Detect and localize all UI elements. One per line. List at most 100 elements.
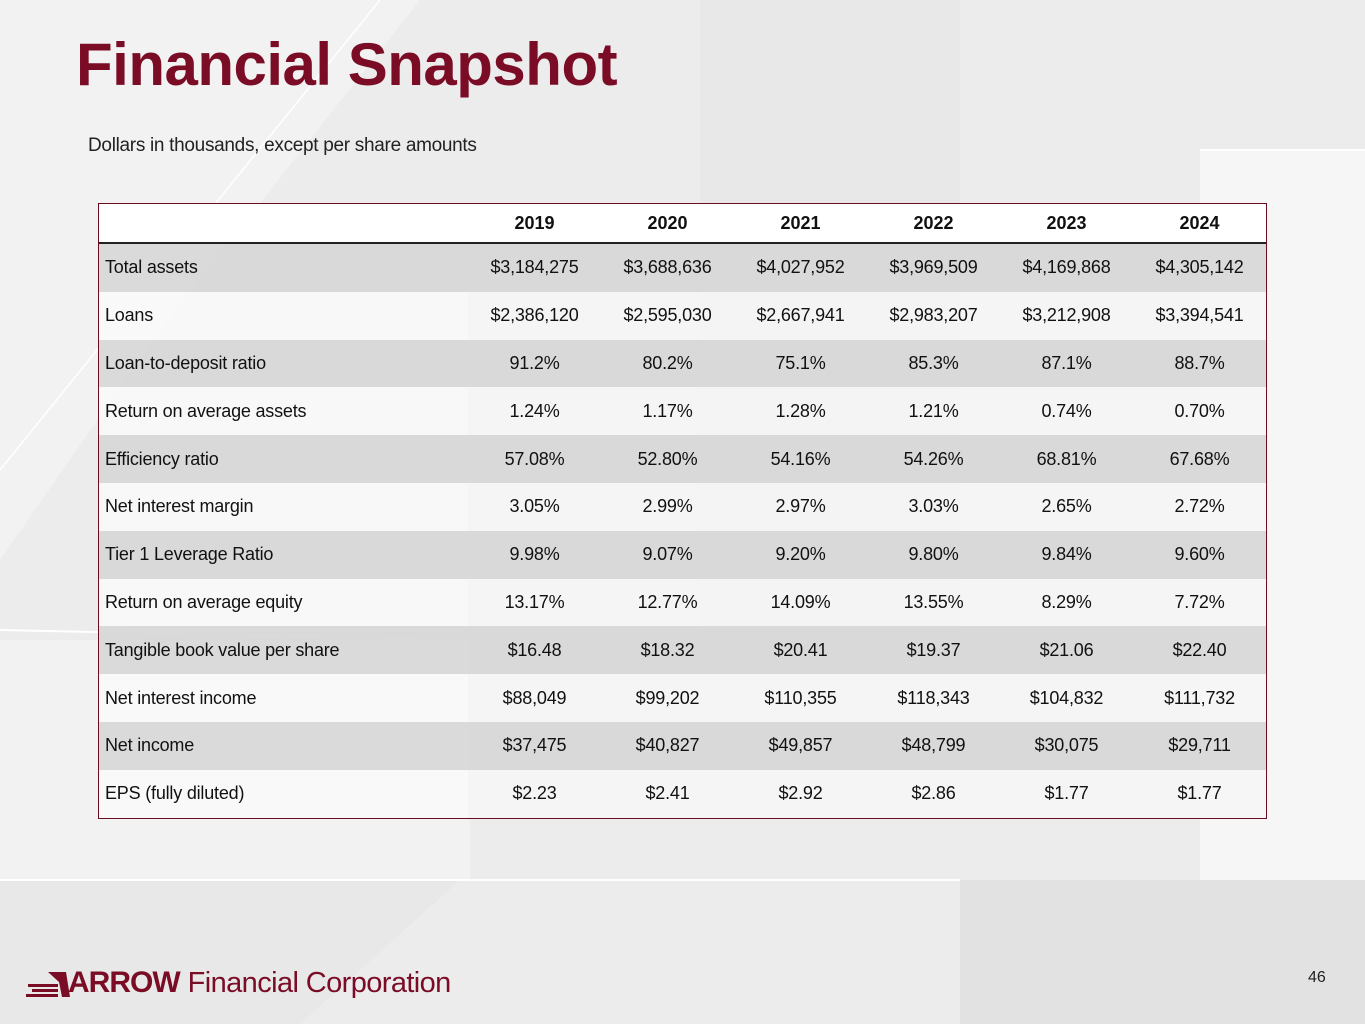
table-row: Tangible book value per share $16.48 $18… <box>99 626 1266 675</box>
table-cell: $30,075 <box>1000 721 1133 770</box>
table-cell: $4,305,142 <box>1133 243 1266 292</box>
table-cell: $4,169,868 <box>1000 243 1133 292</box>
table-cell: 88.7% <box>1133 339 1266 388</box>
table-row: Net interest margin 3.05% 2.99% 2.97% 3.… <box>99 482 1266 531</box>
header-year: 2023 <box>1000 204 1133 244</box>
table-row: EPS (fully diluted) $2.23 $2.41 $2.92 $2… <box>99 769 1266 818</box>
row-label: Loans <box>99 291 468 340</box>
table-cell: 13.17% <box>468 578 601 627</box>
company-logo: ARROW Financial Corporation <box>26 966 451 1000</box>
table-cell: 2.97% <box>734 482 867 531</box>
table-cell: 87.1% <box>1000 339 1133 388</box>
table-cell: $1.77 <box>1133 769 1266 818</box>
table-cell: $2,983,207 <box>867 291 1000 340</box>
table-cell: $99,202 <box>601 674 734 722</box>
table-header-row: 2019 2020 2021 2022 2023 2024 <box>99 204 1266 244</box>
table-cell: 12.77% <box>601 578 734 627</box>
table-cell: 85.3% <box>867 339 1000 388</box>
row-label: EPS (fully diluted) <box>99 769 468 818</box>
table-cell: 57.08% <box>468 435 601 483</box>
table-cell: 2.99% <box>601 482 734 531</box>
table-cell: 9.07% <box>601 530 734 579</box>
page-number: 46 <box>1308 969 1326 986</box>
table-cell: 75.1% <box>734 339 867 388</box>
table-cell: 3.03% <box>867 482 1000 531</box>
table-cell: $21.06 <box>1000 626 1133 675</box>
table-row: Loan-to-deposit ratio 91.2% 80.2% 75.1% … <box>99 339 1266 388</box>
header-year: 2019 <box>468 204 601 244</box>
table-cell: $19.37 <box>867 626 1000 675</box>
table-cell: $20.41 <box>734 626 867 675</box>
table-cell: 1.28% <box>734 387 867 436</box>
table-cell: $37,475 <box>468 721 601 770</box>
table-cell: $22.40 <box>1133 626 1266 675</box>
row-label: Net interest margin <box>99 482 468 531</box>
table-cell: $2,386,120 <box>468 291 601 340</box>
row-label: Total assets <box>99 243 468 292</box>
logo-brand-word: ARROW <box>68 966 181 999</box>
table-cell: $2.86 <box>867 769 1000 818</box>
table-cell: 54.16% <box>734 435 867 483</box>
header-year: 2020 <box>601 204 734 244</box>
table-cell: 54.26% <box>867 435 1000 483</box>
table-row: Tier 1 Leverage Ratio 9.98% 9.07% 9.20% … <box>99 530 1266 579</box>
header-blank <box>99 204 468 244</box>
table-cell: $3,969,509 <box>867 243 1000 292</box>
table-row: Return on average equity 13.17% 12.77% 1… <box>99 578 1266 627</box>
header-year: 2021 <box>734 204 867 244</box>
table-cell: $110,355 <box>734 674 867 722</box>
table-cell: 1.24% <box>468 387 601 436</box>
table-cell: $118,343 <box>867 674 1000 722</box>
table-cell: $49,857 <box>734 721 867 770</box>
row-label: Net income <box>99 721 468 770</box>
row-label: Return on average equity <box>99 578 468 627</box>
table-cell: $48,799 <box>867 721 1000 770</box>
table-cell: 1.21% <box>867 387 1000 436</box>
row-label: Return on average assets <box>99 387 468 436</box>
row-label: Tangible book value per share <box>99 626 468 675</box>
table-cell: 14.09% <box>734 578 867 627</box>
table-row: Return on average assets 1.24% 1.17% 1.2… <box>99 387 1266 436</box>
table-cell: $88,049 <box>468 674 601 722</box>
table-cell: 2.72% <box>1133 482 1266 531</box>
table-cell: $3,184,275 <box>468 243 601 292</box>
table-cell: $2.41 <box>601 769 734 818</box>
table-cell: $2,595,030 <box>601 291 734 340</box>
table-row: Efficiency ratio 57.08% 52.80% 54.16% 54… <box>99 435 1266 483</box>
table-cell: 9.60% <box>1133 530 1266 579</box>
table-cell: 68.81% <box>1000 435 1133 483</box>
table-cell: $40,827 <box>601 721 734 770</box>
table-cell: $3,688,636 <box>601 243 734 292</box>
table-cell: 52.80% <box>601 435 734 483</box>
financial-table: 2019 2020 2021 2022 2023 2024 Total asse… <box>98 203 1267 819</box>
table-cell: 9.98% <box>468 530 601 579</box>
header-year: 2022 <box>867 204 1000 244</box>
table-cell: 9.20% <box>734 530 867 579</box>
row-label: Tier 1 Leverage Ratio <box>99 530 468 579</box>
table-cell: $3,394,541 <box>1133 291 1266 340</box>
table-cell: 2.65% <box>1000 482 1133 531</box>
table-cell: $16.48 <box>468 626 601 675</box>
table-cell: $104,832 <box>1000 674 1133 722</box>
table-row: Loans $2,386,120 $2,595,030 $2,667,941 $… <box>99 291 1266 340</box>
row-label: Efficiency ratio <box>99 435 468 483</box>
table-row: Total assets $3,184,275 $3,688,636 $4,02… <box>99 243 1266 292</box>
table-cell: $4,027,952 <box>734 243 867 292</box>
table-row: Net interest income $88,049 $99,202 $110… <box>99 674 1266 722</box>
table-cell: $2.23 <box>468 769 601 818</box>
table-cell: 80.2% <box>601 339 734 388</box>
table-cell: 0.70% <box>1133 387 1266 436</box>
logo-company-name: Financial Corporation <box>187 966 452 999</box>
arrow-logo-icon <box>26 972 70 997</box>
table-cell: $2,667,941 <box>734 291 867 340</box>
table-cell: 9.84% <box>1000 530 1133 579</box>
header-year: 2024 <box>1133 204 1266 244</box>
table-cell: $2.92 <box>734 769 867 818</box>
table-cell: $18.32 <box>601 626 734 675</box>
table-cell: 13.55% <box>867 578 1000 627</box>
page-title: Financial Snapshot <box>76 31 618 98</box>
table-cell: $111,732 <box>1133 674 1266 722</box>
table-cell: $29,711 <box>1133 721 1266 770</box>
table-cell: 1.17% <box>601 387 734 436</box>
table-cell: $3,212,908 <box>1000 291 1133 340</box>
